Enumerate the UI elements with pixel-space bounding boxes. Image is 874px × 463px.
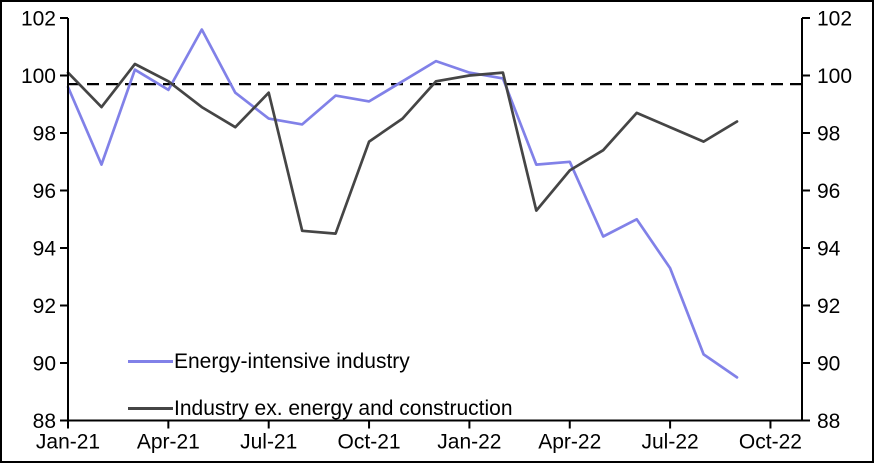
x-tick-label: Apr-22 (538, 431, 601, 454)
legend-item-energy-intensive: Energy-intensive industry (128, 338, 513, 385)
x-tick-label: Jul-22 (641, 431, 698, 454)
y-axis-right: 88 90 92 94 96 98 100 102 (801, 8, 852, 433)
x-tick-label: Oct-21 (338, 431, 401, 454)
x-tick-label: Jan-21 (36, 431, 100, 454)
x-axis: Jan-21 Apr-21 Jul-21 Oct-21 Jan-22 Apr-22 Jul-… (36, 419, 802, 454)
y-tick-label-left: 92 (33, 295, 56, 318)
y-tick-label-right: 96 (817, 180, 840, 203)
x-tick-label: Oct-22 (739, 431, 802, 454)
y-tick-label-left: 100 (21, 65, 56, 88)
y-tick-label-right: 92 (817, 295, 840, 318)
legend-label-industry-ex: Industry ex. energy and construction (174, 396, 513, 420)
x-tick-label: Jul-21 (240, 431, 297, 454)
legend: Energy-intensive industry Industry ex. e… (128, 338, 513, 432)
legend-item-industry-ex: Industry ex. energy and construction (128, 385, 513, 432)
y-tick-label-right: 100 (817, 65, 852, 88)
series-line-0 (66, 28, 739, 379)
y-tick-label-left: 90 (33, 353, 56, 376)
y-tick-label-left: 88 (33, 410, 56, 433)
x-tick-label: Jan-22 (437, 431, 501, 454)
y-tick-label-right: 98 (817, 123, 840, 146)
y-tick-label-left: 98 (33, 123, 56, 146)
y-tick-label-right: 94 (817, 238, 841, 261)
series-line-1 (66, 62, 739, 235)
legend-swatch-industry-ex (128, 407, 173, 410)
x-tick-label: Apr-21 (137, 431, 200, 454)
y-tick-label-left: 94 (33, 238, 57, 261)
y-tick-label-right: 102 (817, 8, 852, 31)
y-axis-left: 88 90 92 94 96 98 100 102 (21, 8, 69, 433)
legend-swatch-energy-intensive (128, 360, 173, 363)
y-tick-label-right: 90 (817, 353, 840, 376)
series-lines (66, 28, 739, 379)
y-tick-label-left: 96 (33, 180, 56, 203)
y-tick-label-left: 102 (21, 8, 56, 31)
legend-label-energy-intensive: Energy-intensive industry (174, 349, 410, 373)
y-tick-label-right: 88 (817, 410, 840, 433)
